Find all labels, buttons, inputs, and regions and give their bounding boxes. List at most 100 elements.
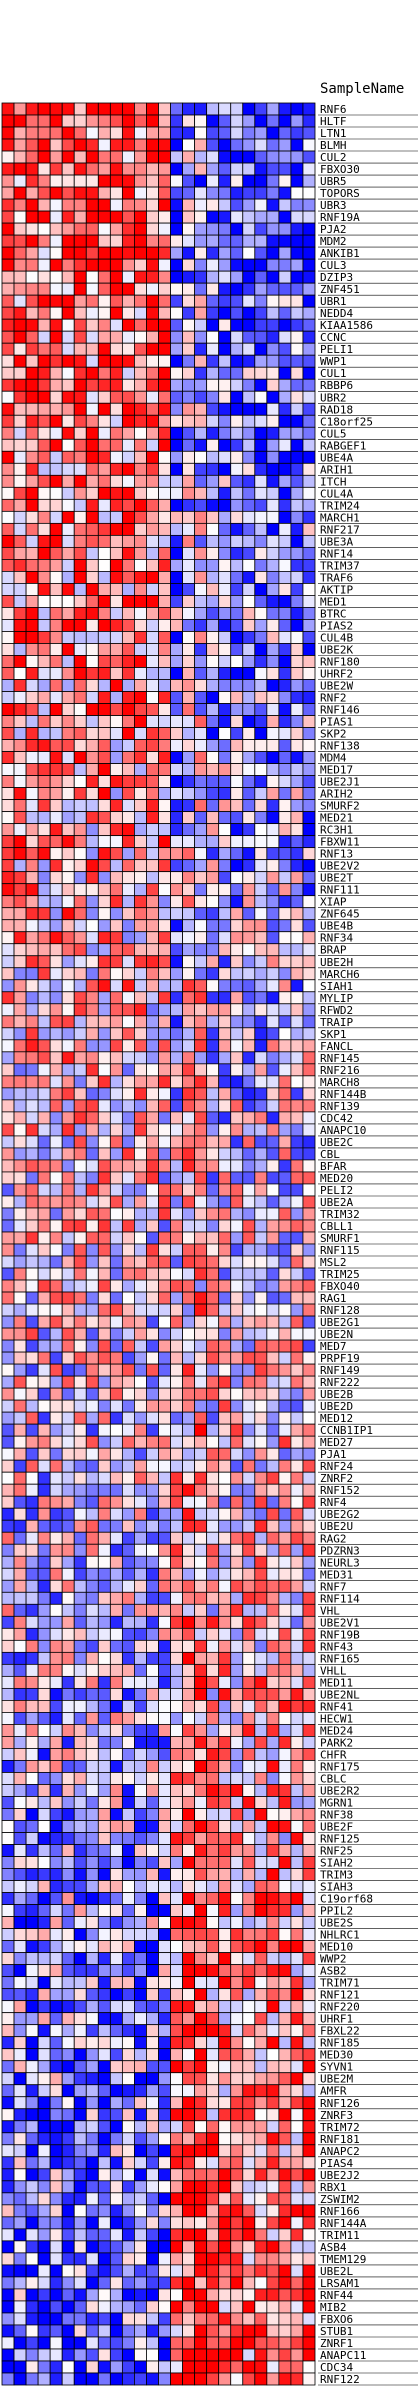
heatmap-cell bbox=[73, 691, 87, 704]
heatmap-cell bbox=[37, 138, 51, 152]
heatmap-cell bbox=[266, 1171, 280, 1185]
heatmap-cell bbox=[73, 222, 87, 236]
heatmap-cell bbox=[278, 1952, 292, 1966]
heatmap-cell bbox=[25, 2204, 39, 2218]
heatmap-cell bbox=[218, 2096, 232, 2110]
heatmap-cell bbox=[158, 198, 171, 212]
heatmap-cell bbox=[302, 1315, 316, 1329]
heatmap-cell bbox=[278, 2240, 292, 2254]
heatmap-cell bbox=[121, 895, 135, 909]
heatmap-cell bbox=[37, 1291, 51, 1305]
heatmap-cell bbox=[97, 1327, 111, 1341]
heatmap-cell bbox=[109, 1760, 123, 1773]
heatmap-cell bbox=[206, 1039, 220, 1053]
heatmap-cell bbox=[254, 1147, 268, 1161]
heatmap-cell bbox=[134, 1219, 147, 1233]
heatmap-cell bbox=[1, 1183, 15, 1197]
heatmap-cell bbox=[170, 1988, 183, 2002]
heatmap-cell bbox=[254, 1351, 268, 1365]
heatmap-cell bbox=[278, 342, 292, 356]
heatmap-cell bbox=[13, 1820, 27, 1833]
heatmap-cell bbox=[146, 2252, 159, 2266]
heatmap-cell bbox=[278, 1796, 292, 1809]
heatmap-cell bbox=[206, 1315, 220, 1329]
heatmap-cell bbox=[242, 919, 256, 933]
heatmap-cell bbox=[182, 246, 196, 260]
heatmap-cell bbox=[230, 438, 244, 452]
heatmap-cell bbox=[158, 1964, 171, 1978]
heatmap-cell bbox=[121, 1627, 135, 1641]
heatmap-cell bbox=[85, 1928, 99, 1942]
heatmap-cell bbox=[97, 1651, 111, 1665]
heatmap-cell bbox=[109, 559, 123, 572]
heatmap-cell bbox=[218, 1423, 232, 1437]
heatmap-cell bbox=[254, 1315, 268, 1329]
heatmap-cell bbox=[49, 2192, 63, 2206]
heatmap-cell bbox=[13, 1051, 27, 1065]
heatmap-cell bbox=[182, 1279, 196, 1293]
heatmap-cell bbox=[13, 799, 27, 813]
heatmap-cell bbox=[13, 1291, 27, 1305]
heatmap-cell bbox=[49, 2108, 63, 2122]
heatmap-cell bbox=[230, 2312, 244, 2326]
heatmap-cell bbox=[146, 1003, 159, 1017]
heatmap-cell bbox=[182, 1111, 196, 1125]
heatmap-cell bbox=[302, 1808, 316, 1821]
heatmap-cell bbox=[182, 522, 196, 536]
heatmap-cell bbox=[218, 1111, 232, 1125]
heatmap-cell bbox=[109, 1063, 123, 1077]
heatmap-cell bbox=[146, 1712, 159, 1725]
heatmap-cell bbox=[49, 1291, 63, 1305]
heatmap-cell bbox=[13, 2372, 27, 2386]
heatmap-cell bbox=[134, 450, 147, 464]
heatmap-cell bbox=[13, 270, 27, 284]
heatmap-cell bbox=[146, 655, 159, 668]
heatmap-cell bbox=[134, 1940, 147, 1954]
heatmap-cell bbox=[290, 330, 304, 344]
heatmap-cell bbox=[1, 763, 15, 776]
heatmap-cell bbox=[302, 2180, 316, 2194]
heatmap-cell bbox=[170, 1555, 183, 1569]
heatmap-cell bbox=[73, 1796, 87, 1809]
heatmap-cell bbox=[85, 2348, 99, 2362]
heatmap-cell bbox=[13, 1063, 27, 1077]
heatmap-cell bbox=[85, 859, 99, 873]
heatmap-cell bbox=[49, 222, 63, 236]
heatmap-cell bbox=[278, 162, 292, 176]
heatmap-cell bbox=[146, 1820, 159, 1833]
heatmap-cell bbox=[194, 1051, 208, 1065]
heatmap-cell bbox=[182, 1339, 196, 1353]
heatmap-cell bbox=[290, 631, 304, 644]
heatmap-cell bbox=[134, 679, 147, 692]
heatmap-cell bbox=[158, 138, 171, 152]
heatmap-cell bbox=[290, 1159, 304, 1173]
heatmap-cell bbox=[266, 1411, 280, 1425]
heatmap-cell bbox=[194, 1315, 208, 1329]
heatmap-cell bbox=[85, 2240, 99, 2254]
heatmap-cell bbox=[194, 931, 208, 945]
heatmap-cell bbox=[218, 1687, 232, 1701]
heatmap-cell bbox=[73, 318, 87, 332]
heatmap-cell bbox=[121, 1651, 135, 1665]
heatmap-cell bbox=[254, 1700, 268, 1713]
heatmap-cell bbox=[13, 1615, 27, 1629]
heatmap-cell bbox=[25, 1027, 39, 1041]
heatmap-cell bbox=[230, 1964, 244, 1978]
heatmap-cell bbox=[121, 703, 135, 716]
heatmap-cell bbox=[85, 931, 99, 945]
heatmap-cell bbox=[97, 1447, 111, 1461]
heatmap-cell bbox=[158, 150, 171, 164]
heatmap-cell bbox=[13, 474, 27, 488]
heatmap-cell bbox=[158, 871, 171, 885]
heatmap-cell bbox=[242, 1123, 256, 1137]
heatmap-cell bbox=[170, 655, 183, 668]
heatmap-cell bbox=[73, 2108, 87, 2122]
heatmap-cell bbox=[266, 763, 280, 776]
heatmap-cell bbox=[182, 2204, 196, 2218]
heatmap-cell bbox=[290, 1183, 304, 1197]
heatmap-cell bbox=[158, 787, 171, 801]
heatmap-cell bbox=[278, 1495, 292, 1509]
heatmap-cell bbox=[278, 967, 292, 981]
heatmap-cell bbox=[182, 751, 196, 764]
heatmap-cell bbox=[206, 1868, 220, 1881]
